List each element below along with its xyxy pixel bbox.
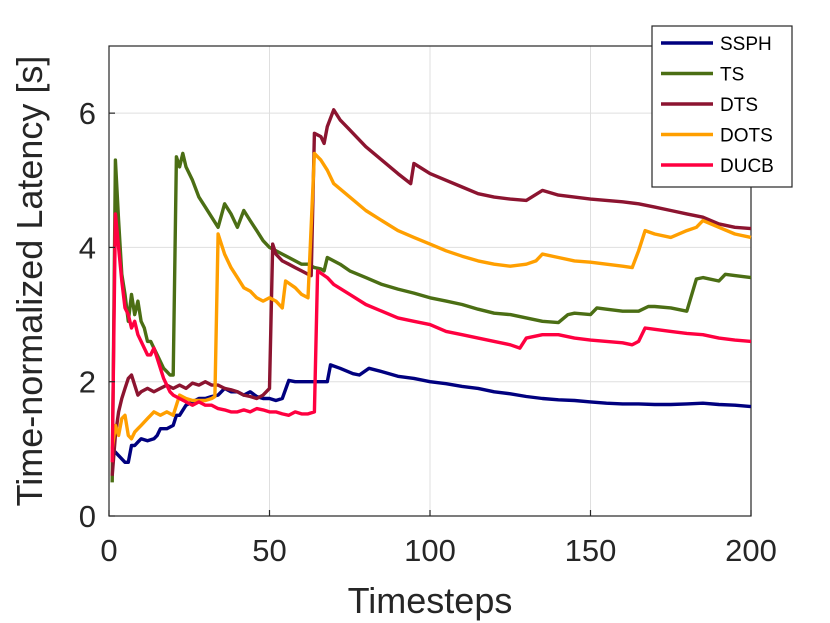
x-tick-label: 150: [565, 533, 617, 568]
series-lines: [110, 108, 752, 483]
legend: SSPH TS DTS DOTS DUCB: [651, 25, 793, 188]
series-line-ssph: [110, 363, 752, 464]
series-line-ducb: [110, 212, 752, 463]
y-tick-label: 2: [79, 365, 96, 400]
legend-label-dts: DTS: [720, 95, 758, 116]
legend-label-ts: TS: [720, 65, 744, 86]
legend-label-ducb: DUCB: [720, 156, 774, 177]
series-line-ts: [110, 151, 752, 483]
series-line-dots: [110, 151, 752, 450]
y-tick-label: 4: [79, 230, 96, 265]
legend-box: [651, 25, 793, 188]
y-axis-ticks: 0 2 4 6: [79, 96, 115, 534]
y-tick-label: 0: [79, 499, 96, 534]
x-axis-ticks: 0 50 100 150 200: [100, 510, 777, 568]
x-axis-title: Timesteps: [348, 580, 513, 621]
legend-label-dots: DOTS: [720, 126, 773, 147]
legend-label-ssph: SSPH: [720, 34, 772, 55]
x-tick-label: 200: [725, 533, 777, 568]
y-tick-label: 6: [79, 96, 96, 131]
series-line-dts: [110, 108, 752, 476]
x-tick-label: 100: [404, 533, 456, 568]
y-axis-title: Time-normalized Latency [s]: [9, 56, 50, 507]
x-tick-label: 0: [100, 533, 117, 568]
x-tick-label: 50: [252, 533, 286, 568]
